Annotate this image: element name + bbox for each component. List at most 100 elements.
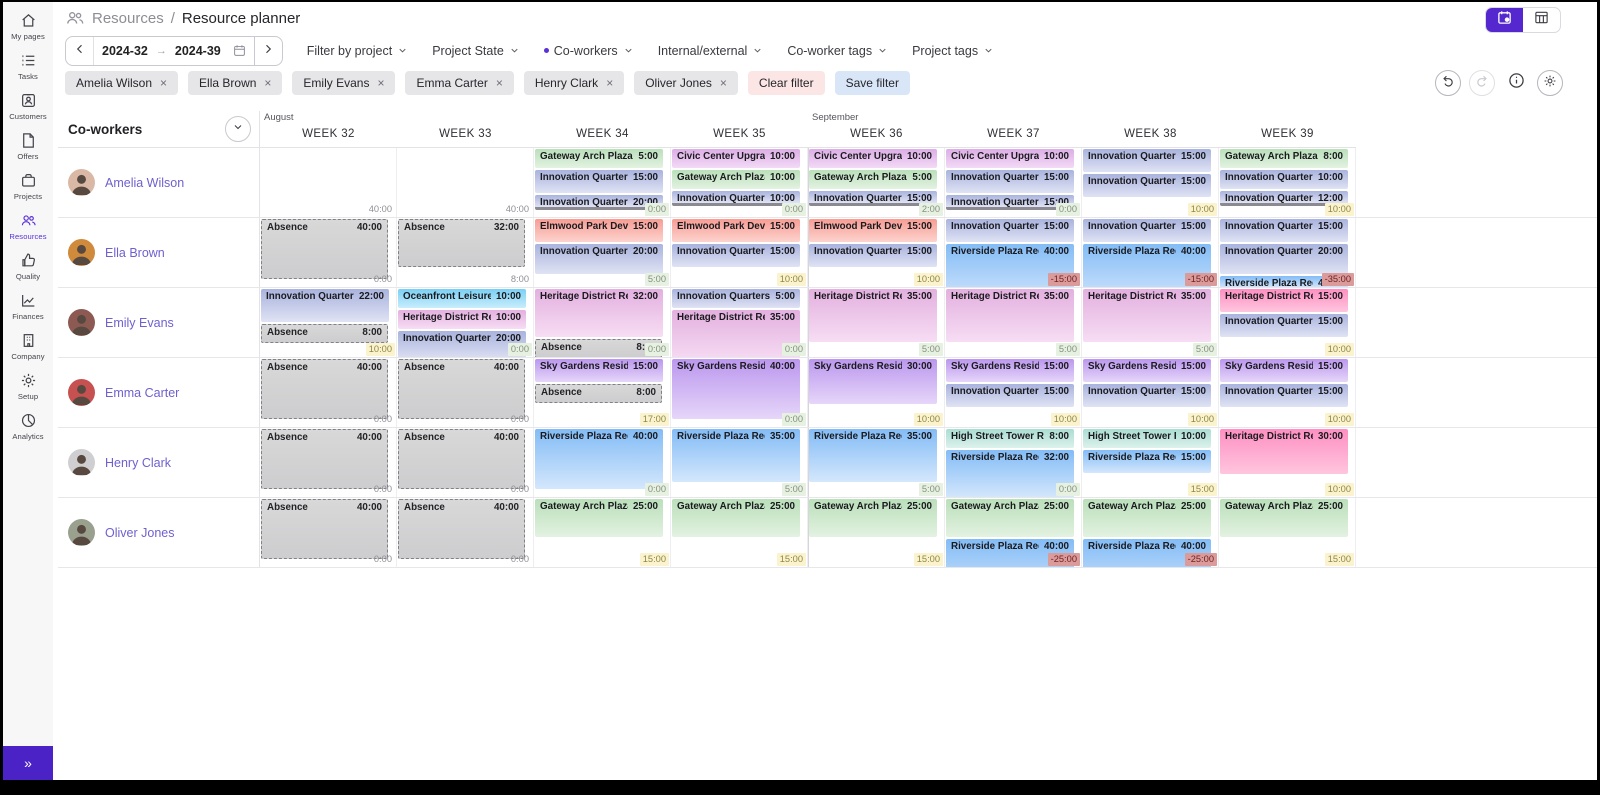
week-cell[interactable]: Absence 40:00 0:00 — [260, 498, 397, 567]
event-block[interactable]: Innovation Quarters 22:00 — [261, 289, 389, 322]
week-cell[interactable]: Gateway Arch Plaza 5:00 Innovation Quarter… — [534, 148, 671, 217]
week-cell[interactable]: Innovation Quarters 15:00 Innovation Quart… — [1082, 148, 1219, 217]
event-block[interactable]: Riverside Plaza Redevelo... 35:00 — [809, 429, 937, 482]
absence-block[interactable]: Absence 8:00 — [261, 324, 388, 343]
event-block[interactable]: Sky Gardens Residential 15:00 — [535, 359, 663, 382]
filter-dropdown-project-state[interactable]: Project State — [432, 44, 520, 58]
week-cell[interactable]: Riverside Plaza Redevelo... 35:00 5:00 — [808, 428, 945, 497]
week-cell[interactable]: Innovation Quarters 5:00 Heritage District… — [671, 288, 808, 357]
event-block[interactable]: Heritage District Revival 35:00 — [809, 289, 937, 342]
filter-dropdown-internal-external[interactable]: Internal/external — [658, 44, 764, 58]
clear-filter-button[interactable]: Clear filter — [747, 70, 825, 95]
event-block[interactable]: Sky Gardens Residential 30:00 — [809, 359, 937, 404]
week-cell[interactable]: Gateway Arch Plaza 25:00 15:00 — [534, 498, 671, 567]
coworker-filter-chip[interactable]: Henry Clark × — [523, 70, 625, 95]
event-block[interactable]: Sky Gardens Residential 40:00 — [672, 359, 800, 419]
event-block[interactable]: Innovation Quarters 15:00 — [1220, 314, 1348, 337]
week-cell[interactable]: Gateway Arch Plaza 25:00 15:00 — [808, 498, 945, 567]
event-block[interactable]: Heritage District Revival 15:00 — [1220, 289, 1348, 312]
coworker-filter-chip[interactable]: Oliver Jones × — [634, 70, 738, 95]
week-cell[interactable]: 40:00 — [260, 148, 397, 217]
week-cell[interactable]: Absence 40:00 0:00 — [260, 428, 397, 497]
absence-block[interactable]: Absence 40:00 — [261, 359, 388, 419]
breadcrumb-section[interactable]: Resources — [92, 9, 164, 27]
event-block[interactable]: Innovation Quarters 20:00 — [535, 195, 663, 210]
coworker-filter-chip[interactable]: Emily Evans × — [292, 70, 396, 95]
sidebar-expand-button[interactable]: » — [3, 746, 53, 780]
week-cell[interactable]: Absence 40:00 0:00 — [397, 428, 534, 497]
event-block[interactable]: Innovation Quarters 12:00 — [1220, 191, 1348, 206]
week-cell[interactable]: Riverside Plaza Redevelo... 40:00 0:00 — [534, 428, 671, 497]
event-block[interactable]: Gateway Arch Plaza 5:00 — [809, 170, 937, 189]
remove-chip-icon[interactable]: × — [377, 75, 385, 90]
remove-chip-icon[interactable]: × — [606, 75, 614, 90]
week-cell[interactable]: Innovation Quarters 15:00 Riverside Plaza … — [945, 218, 1082, 287]
week-cell[interactable]: Absence 40:00 0:00 — [260, 358, 397, 427]
event-block[interactable]: Heritage District Revival 35:00 — [946, 289, 1074, 342]
sidebar-item-customers[interactable]: Customers — [3, 87, 53, 127]
week-cell[interactable]: Gateway Arch Plaza 8:00 Innovation Quarter… — [1219, 148, 1356, 217]
remove-chip-icon[interactable]: × — [264, 75, 272, 90]
event-block[interactable]: Innovation Quarters 15:00 — [946, 384, 1074, 407]
absence-block[interactable]: Absence 40:00 — [398, 359, 525, 419]
event-block[interactable]: Innovation Quarters 15:00 — [1083, 219, 1211, 242]
undo-button[interactable] — [1435, 70, 1461, 96]
planner-view-button[interactable] — [1486, 8, 1523, 32]
event-block[interactable]: Gateway Arch Plaza 25:00 — [946, 499, 1074, 537]
week-cell[interactable]: Innovation Quarters 15:00 Innovation Quart… — [1219, 218, 1356, 287]
remove-chip-icon[interactable]: × — [495, 75, 503, 90]
week-cell[interactable]: Sky Gardens Residential 30:00 10:00 — [808, 358, 945, 427]
sidebar-item-company[interactable]: Company — [3, 327, 53, 367]
week-cell[interactable]: Elmwood Park Developm...15:00Innovation … — [671, 218, 808, 287]
coworker-name-link[interactable]: Oliver Jones — [105, 525, 175, 540]
absence-block[interactable]: Absence 40:00 — [261, 499, 388, 559]
sidebar-item-offers[interactable]: Offers — [3, 127, 53, 167]
redo-button[interactable] — [1469, 70, 1495, 96]
event-block[interactable]: Heritage District Revival 10:00 — [398, 310, 526, 329]
week-cell[interactable]: Gateway Arch Plaza 25:00 Riverside Plaza R… — [945, 498, 1082, 567]
sidebar-item-projects[interactable]: Projects — [3, 167, 53, 207]
event-block[interactable]: Innovation Quarters 15:00 — [1220, 384, 1348, 407]
coworker-filter-chip[interactable]: Ella Brown × — [188, 70, 283, 95]
event-block[interactable]: Elmwood Park Developm... 15:00 — [672, 219, 800, 242]
coworker-name-link[interactable]: Amelia Wilson — [105, 175, 185, 190]
event-block[interactable]: Innovation Quarters 15:00 — [946, 219, 1074, 242]
info-button[interactable] — [1503, 70, 1529, 96]
week-cell[interactable]: Gateway Arch Plaza 25:00 15:00 — [671, 498, 808, 567]
event-block[interactable]: Innovation Quarters 20:00 — [535, 244, 663, 274]
event-block[interactable]: Innovation Quarters 10:00 — [672, 191, 800, 206]
event-block[interactable]: Civic Center Upgrade 10:00 — [672, 149, 800, 168]
week-cell[interactable]: 40:00 — [397, 148, 534, 217]
week-cell[interactable]: Gateway Arch Plaza 25:00 Riverside Plaza R… — [1082, 498, 1219, 567]
date-to-input[interactable]: 2024-39 — [174, 43, 221, 58]
coworker-filter-chip[interactable]: Amelia Wilson × — [65, 70, 179, 95]
event-block[interactable]: Innovation Quarters 15:00 — [946, 170, 1074, 193]
absence-block[interactable]: Absence 40:00 — [398, 429, 525, 489]
collapse-all-button[interactable] — [225, 116, 251, 142]
event-block[interactable]: Innovation Quarters 5:00 — [672, 289, 800, 308]
next-week-button[interactable] — [253, 36, 282, 65]
filter-dropdown-project-tags[interactable]: Project tags — [912, 44, 994, 58]
event-block[interactable]: Innovation Quarters 15:00 — [535, 170, 663, 193]
filter-dropdown-filter-by-project[interactable]: Filter by project — [307, 44, 408, 58]
week-cell[interactable]: Heritage District Revival 35:00 5:00 — [1082, 288, 1219, 357]
event-block[interactable]: Innovation Quarters 15:00 — [1220, 219, 1348, 242]
sidebar-item-tasks[interactable]: Tasks — [3, 47, 53, 87]
event-block[interactable]: Gateway Arch Plaza 25:00 — [1220, 499, 1348, 537]
event-block[interactable]: Gateway Arch Plaza 25:00 — [809, 499, 937, 537]
week-cell[interactable]: Heritage District Revival15:00Innovation… — [1219, 288, 1356, 357]
week-cell[interactable]: High Street Tower Renov... 10:00 Riverside… — [1082, 428, 1219, 497]
event-block[interactable]: Innovation Quarters 15:00 — [672, 244, 800, 267]
event-block[interactable]: Heritage District Revival 35:00 — [1083, 289, 1211, 342]
week-cell[interactable]: Heritage District Revival 35:00 5:00 — [808, 288, 945, 357]
coworker-name-link[interactable]: Emily Evans — [105, 315, 174, 330]
coworker-name-link[interactable]: Ella Brown — [105, 245, 165, 260]
absence-block[interactable]: Absence 40:00 — [261, 219, 388, 279]
event-block[interactable]: Innovation Quarters 20:00 — [1220, 244, 1348, 274]
filter-dropdown-co-worker-tags[interactable]: Co-worker tags — [787, 44, 888, 58]
week-cell[interactable]: Absence 40:00 0:00 — [397, 498, 534, 567]
event-block[interactable]: Gateway Arch Plaza 5:00 — [535, 149, 663, 168]
date-from-input[interactable]: 2024-32 — [102, 43, 148, 58]
